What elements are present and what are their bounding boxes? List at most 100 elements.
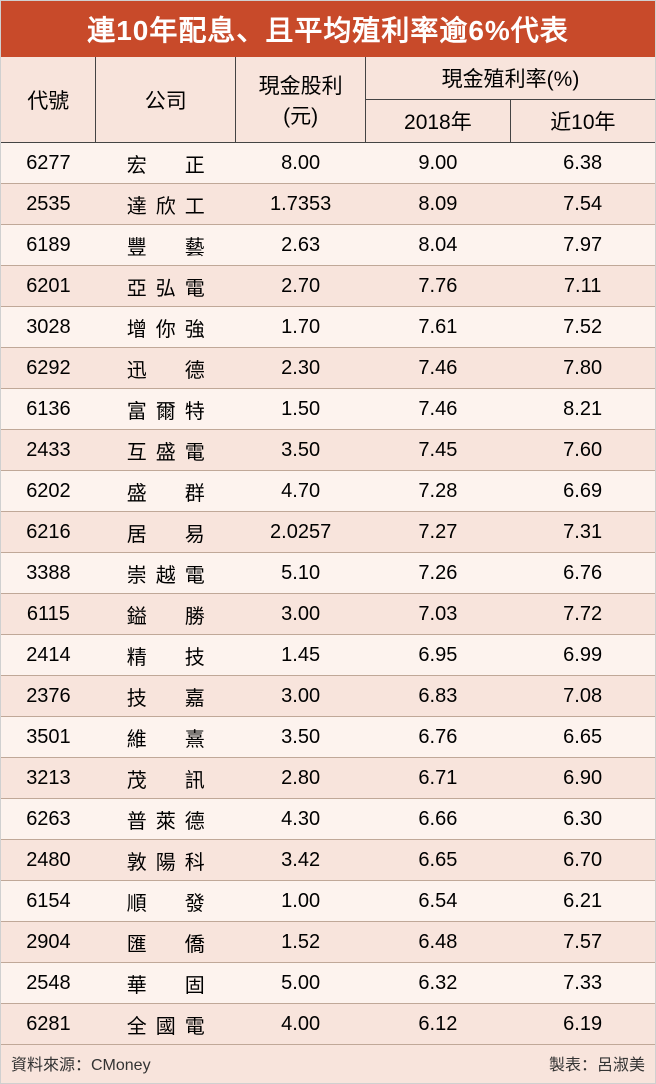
dividend-header-l1: 現金股利 xyxy=(259,75,343,98)
cell-dividend: 2.30 xyxy=(236,348,366,389)
cell-dividend: 1.7353 xyxy=(236,184,366,225)
cell-yield-2018: 7.45 xyxy=(366,430,511,471)
cell-dividend: 4.70 xyxy=(236,471,366,512)
cell-dividend: 3.00 xyxy=(236,594,366,635)
cell-yield-10yr: 6.30 xyxy=(510,799,655,840)
cell-dividend: 3.50 xyxy=(236,717,366,758)
table-row: 6136富爾特1.507.468.21 xyxy=(1,389,655,430)
table-row: 6281全國電4.006.126.19 xyxy=(1,1004,655,1045)
cell-code: 3388 xyxy=(1,553,96,594)
cell-yield-10yr: 7.57 xyxy=(510,922,655,963)
table-row: 6277宏正8.009.006.38 xyxy=(1,143,655,184)
cell-dividend: 3.42 xyxy=(236,840,366,881)
table-footer: 資料來源：CMoney 製表：呂淑美 xyxy=(1,1045,655,1083)
cell-yield-10yr: 7.33 xyxy=(510,963,655,1004)
cell-code: 3213 xyxy=(1,758,96,799)
cell-yield-2018: 6.76 xyxy=(366,717,511,758)
cell-company: 居易 xyxy=(96,512,236,553)
table-row: 3213茂訊2.806.716.90 xyxy=(1,758,655,799)
cell-code: 2480 xyxy=(1,840,96,881)
cell-yield-2018: 6.12 xyxy=(366,1004,511,1045)
cell-company: 迅德 xyxy=(96,348,236,389)
cell-company: 全國電 xyxy=(96,1004,236,1045)
cell-code: 6201 xyxy=(1,266,96,307)
cell-yield-10yr: 6.70 xyxy=(510,840,655,881)
cell-company: 技嘉 xyxy=(96,676,236,717)
cell-company: 豐藝 xyxy=(96,225,236,266)
cell-company: 精技 xyxy=(96,635,236,676)
cell-yield-2018: 6.83 xyxy=(366,676,511,717)
cell-yield-2018: 7.03 xyxy=(366,594,511,635)
cell-yield-2018: 8.04 xyxy=(366,225,511,266)
table-body: 6277宏正8.009.006.382535達欣工1.73538.097.546… xyxy=(1,143,655,1045)
table-row: 6202盛群4.707.286.69 xyxy=(1,471,655,512)
table-row: 6263普萊德4.306.666.30 xyxy=(1,799,655,840)
col-yield-10yr-header: 近10年 xyxy=(510,100,655,143)
table-row: 3028增你強1.707.617.52 xyxy=(1,307,655,348)
cell-company: 匯僑 xyxy=(96,922,236,963)
cell-yield-2018: 7.27 xyxy=(366,512,511,553)
cell-yield-2018: 6.95 xyxy=(366,635,511,676)
cell-yield-2018: 9.00 xyxy=(366,143,511,184)
cell-yield-10yr: 6.76 xyxy=(510,553,655,594)
table-row: 3388崇越電5.107.266.76 xyxy=(1,553,655,594)
cell-company: 華固 xyxy=(96,963,236,1004)
cell-code: 6202 xyxy=(1,471,96,512)
cell-company: 崇越電 xyxy=(96,553,236,594)
cell-dividend: 5.10 xyxy=(236,553,366,594)
cell-company: 達欣工 xyxy=(96,184,236,225)
table-row: 2433互盛電3.507.457.60 xyxy=(1,430,655,471)
table-row: 2376技嘉3.006.837.08 xyxy=(1,676,655,717)
table-row: 2480敦陽科3.426.656.70 xyxy=(1,840,655,881)
cell-dividend: 2.80 xyxy=(236,758,366,799)
table-row: 2414精技1.456.956.99 xyxy=(1,635,655,676)
cell-yield-10yr: 7.31 xyxy=(510,512,655,553)
cell-code: 6277 xyxy=(1,143,96,184)
cell-company: 普萊德 xyxy=(96,799,236,840)
cell-yield-10yr: 6.99 xyxy=(510,635,655,676)
cell-code: 2376 xyxy=(1,676,96,717)
cell-code: 6189 xyxy=(1,225,96,266)
cell-yield-10yr: 6.69 xyxy=(510,471,655,512)
cell-code: 6292 xyxy=(1,348,96,389)
table-row: 6292迅德2.307.467.80 xyxy=(1,348,655,389)
footer-author: 製表：呂淑美 xyxy=(549,1051,645,1075)
cell-code: 2548 xyxy=(1,963,96,1004)
cell-dividend: 5.00 xyxy=(236,963,366,1004)
cell-yield-10yr: 6.65 xyxy=(510,717,655,758)
cell-yield-2018: 6.71 xyxy=(366,758,511,799)
cell-yield-2018: 7.46 xyxy=(366,348,511,389)
cell-dividend: 4.30 xyxy=(236,799,366,840)
cell-company: 盛群 xyxy=(96,471,236,512)
cell-yield-10yr: 7.08 xyxy=(510,676,655,717)
cell-yield-2018: 7.26 xyxy=(366,553,511,594)
cell-company: 互盛電 xyxy=(96,430,236,471)
cell-dividend: 1.50 xyxy=(236,389,366,430)
cell-dividend: 1.00 xyxy=(236,881,366,922)
footer-source: 資料來源：CMoney xyxy=(11,1051,151,1075)
cell-code: 2414 xyxy=(1,635,96,676)
table-header: 代號 公司 現金股利 (元) 現金殖利率(%) 2018年 近10年 xyxy=(1,57,655,143)
cell-yield-2018: 7.61 xyxy=(366,307,511,348)
cell-code: 2535 xyxy=(1,184,96,225)
table-row: 2535達欣工1.73538.097.54 xyxy=(1,184,655,225)
cell-yield-2018: 7.76 xyxy=(366,266,511,307)
cell-yield-10yr: 7.72 xyxy=(510,594,655,635)
cell-yield-10yr: 7.52 xyxy=(510,307,655,348)
cell-yield-2018: 7.28 xyxy=(366,471,511,512)
cell-company: 宏正 xyxy=(96,143,236,184)
cell-yield-10yr: 7.60 xyxy=(510,430,655,471)
cell-yield-10yr: 6.90 xyxy=(510,758,655,799)
cell-code: 6115 xyxy=(1,594,96,635)
page-title: 連10年配息、且平均殖利率逾6%代表 xyxy=(1,1,655,57)
cell-company: 鎰勝 xyxy=(96,594,236,635)
cell-dividend: 4.00 xyxy=(236,1004,366,1045)
col-yield-2018-header: 2018年 xyxy=(366,100,511,143)
cell-code: 6281 xyxy=(1,1004,96,1045)
cell-company: 增你強 xyxy=(96,307,236,348)
cell-code: 3501 xyxy=(1,717,96,758)
cell-dividend: 2.0257 xyxy=(236,512,366,553)
cell-yield-10yr: 6.19 xyxy=(510,1004,655,1045)
cell-company: 順發 xyxy=(96,881,236,922)
col-dividend-header: 現金股利 (元) xyxy=(236,57,366,143)
